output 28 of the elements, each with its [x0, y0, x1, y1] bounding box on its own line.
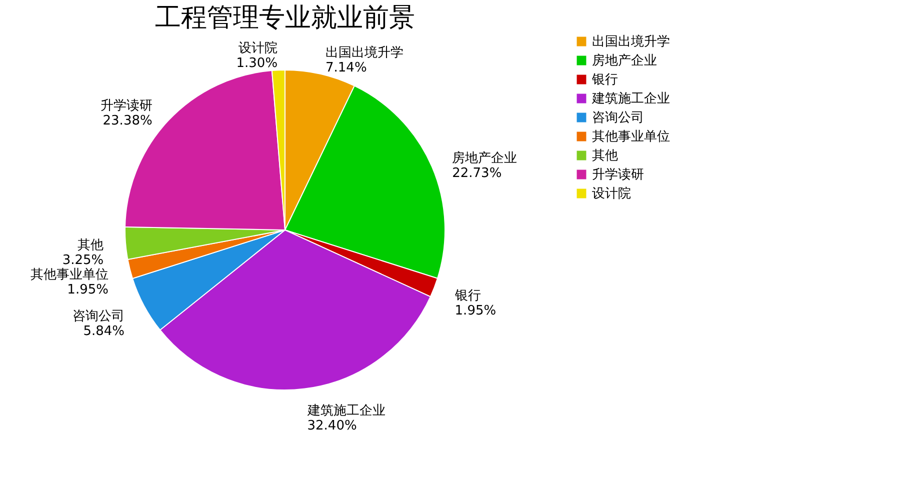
legend-label: 建筑施工企业: [591, 92, 670, 106]
data-label: 7.14%: [326, 60, 367, 76]
legend-label: 设计院: [592, 186, 631, 202]
legend-label: 房地产企业: [592, 52, 657, 68]
data-label: 1.30%: [236, 56, 278, 72]
data-label: 32.40%: [307, 418, 357, 434]
data-label: 1.95%: [454, 304, 496, 319]
slice-label: 其他: [78, 238, 104, 254]
slice-label: 设计院: [238, 41, 278, 56]
data-label: 3.25%: [62, 253, 104, 268]
slice-label: 银行: [454, 288, 481, 304]
legend-label: 银行: [591, 72, 618, 88]
slice-label: 升学读研: [100, 98, 152, 114]
slice-label: 房地产企业: [452, 150, 518, 166]
data-label: 1.95%: [67, 282, 108, 298]
data-label: 23.38%: [102, 113, 152, 128]
legend-label: 出国出境升学: [592, 34, 670, 50]
slice-label: 出国出境升学: [326, 44, 404, 61]
legend-label: 咨询公司: [592, 110, 644, 126]
data-label: 5.84%: [83, 324, 125, 339]
legend-label: 其他: [592, 148, 618, 164]
slice-label: 咨询公司: [72, 308, 125, 324]
slice-label: 建筑施工企业: [306, 404, 386, 419]
legend-label: 其他事业单位: [592, 130, 670, 144]
chart-title: 工程管理专业就业前景: [155, 3, 415, 33]
slice-label: 其他事业单位: [30, 267, 108, 282]
legend-label: 升学读研: [592, 168, 644, 182]
data-label: 22.73%: [452, 166, 502, 181]
